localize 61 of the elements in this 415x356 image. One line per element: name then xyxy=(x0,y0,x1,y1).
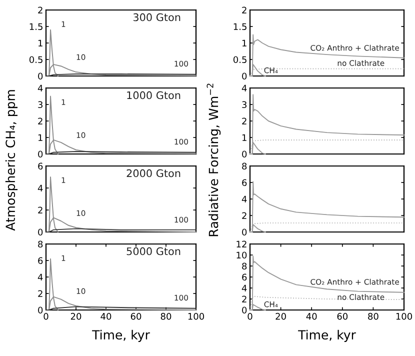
y-tick-label: 4 xyxy=(242,284,247,292)
x-tick-label: 100 xyxy=(188,312,204,320)
y-tick-label: 3 xyxy=(242,101,246,108)
y-tick-label: 0 xyxy=(242,150,247,158)
annotation: 2000 Gton xyxy=(126,169,180,178)
y-tick-label: 1 xyxy=(38,134,42,141)
y-tick-label: 8 xyxy=(242,162,247,170)
x-tick-label: 40 xyxy=(306,312,317,320)
annotation: 1000 Gton xyxy=(127,91,180,100)
y-tick-label: 0.5 xyxy=(233,56,246,64)
annotation: 300 Gton xyxy=(133,13,180,22)
y-tick-label: 6 xyxy=(38,257,43,264)
x-tick-label: 20 xyxy=(70,312,82,320)
x-tick-label: 20 xyxy=(276,312,286,320)
y-tick-label: 1 xyxy=(242,134,246,141)
y-tick-label: 8 xyxy=(38,240,43,248)
y-tick-label: 1.5 xyxy=(30,23,42,30)
y-tick-label: 0 xyxy=(38,306,43,314)
y-tick-label: 1 xyxy=(38,40,42,46)
y-tick-label: 2 xyxy=(242,118,246,124)
y-axis-title: Radiative Forcing, Wm$^{−2}$ xyxy=(206,84,221,236)
x-axis-title: Time, kyr xyxy=(92,330,150,342)
y-tick-label: 6 xyxy=(242,274,247,281)
x-tick-label: 60 xyxy=(337,312,348,320)
y-tick-label: 0 xyxy=(38,228,43,236)
y-tick-label: 4 xyxy=(242,84,247,92)
y-tick-label: 0.5 xyxy=(29,56,42,64)
y-tick-label: 0 xyxy=(38,72,43,80)
y-tick-label: 10 xyxy=(236,252,247,259)
x-tick-label: 80 xyxy=(368,312,378,320)
y-tick-label: 6 xyxy=(38,162,43,170)
y-tick-label: 6 xyxy=(242,179,247,186)
y-tick-label: 8 xyxy=(242,262,247,270)
x-tick-label: 100 xyxy=(396,312,412,320)
y-tick-label: 0 xyxy=(242,306,247,314)
y-tick-label: 1.5 xyxy=(234,23,246,30)
y-tick-label: 0 xyxy=(38,150,43,158)
y-tick-label: 2 xyxy=(242,212,246,219)
x-tick-label: 0 xyxy=(248,312,252,320)
x-tick-label: 40 xyxy=(100,312,112,320)
y-tick-label: 0 xyxy=(242,72,247,80)
x-tick-label: 60 xyxy=(130,312,142,320)
y-tick-label: 2 xyxy=(38,290,42,297)
y-tick-label: 4 xyxy=(38,274,43,280)
y-tick-label: 2 xyxy=(38,206,42,214)
y-tick-label: 2 xyxy=(242,296,246,302)
y-tick-label: 3 xyxy=(38,101,42,108)
x-axis-title: Time, kyr xyxy=(298,330,356,342)
y-tick-label: 2 xyxy=(242,6,246,14)
y-axis-title: Atmospheric CH₄, ppm xyxy=(5,90,18,231)
y-tick-label: 4 xyxy=(38,84,43,92)
annotation: 5000 Gton xyxy=(126,247,180,256)
x-tick-label: 80 xyxy=(160,312,172,320)
y-tick-label: 4 xyxy=(242,196,247,202)
y-tick-label: 1 xyxy=(242,40,246,46)
y-tick-label: 12 xyxy=(236,240,246,248)
y-tick-label: 2 xyxy=(38,6,42,14)
y-tick-label: 0 xyxy=(242,228,247,236)
y-tick-label: 4 xyxy=(38,184,43,192)
x-tick-label: 0 xyxy=(44,312,48,320)
y-tick-label: 2 xyxy=(38,118,42,124)
